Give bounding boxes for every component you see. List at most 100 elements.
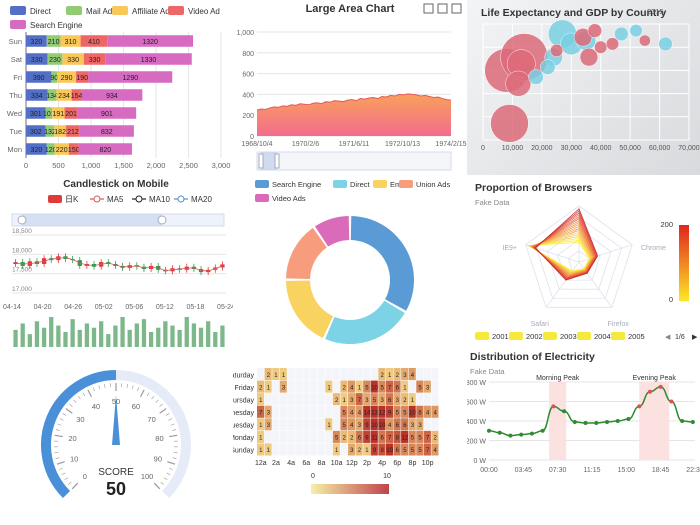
donut-slice[interactable] [286,280,334,338]
heatmap-cell[interactable] [287,368,295,381]
volume-bar[interactable] [220,325,225,347]
heatmap-cell[interactable] [340,430,348,443]
heatmap-cell[interactable] [423,418,431,431]
heatmap-cell[interactable] [279,443,287,456]
restore-icon[interactable] [451,3,462,14]
bar-segment[interactable] [80,35,108,47]
legend-prev-icon[interactable]: ◀ [665,334,671,341]
heatmap-cell[interactable] [294,430,302,443]
heatmap-cell[interactable] [264,405,272,418]
heatmap-cell[interactable] [408,405,416,418]
heatmap-cell[interactable] [393,393,401,406]
legend-swatch-3[interactable] [168,6,184,15]
bar-segment[interactable] [47,53,63,65]
bar-segment[interactable] [26,125,46,137]
heatmap-cell[interactable] [287,380,295,393]
heatmap-cell[interactable] [401,368,409,381]
data-zoom-handle[interactable] [157,215,167,225]
data-point[interactable] [615,419,620,423]
heatmap-cell[interactable] [355,380,363,393]
heatmap-cell[interactable] [423,380,431,393]
heatmap-cell[interactable] [257,443,265,456]
heatmap-cell[interactable] [272,405,280,418]
bar-segment[interactable] [71,89,82,101]
bar-segment[interactable] [45,125,55,137]
volume-bar[interactable] [84,323,90,347]
heatmap-cell[interactable] [416,393,424,406]
bar-segment[interactable] [47,89,57,101]
heatmap-cell[interactable] [310,418,318,431]
legend-swatch[interactable] [543,332,557,340]
heatmap-cell[interactable] [264,393,272,406]
heatmap-cell[interactable] [363,380,371,393]
heatmap-cell[interactable] [370,443,378,456]
legend-swatch[interactable] [373,180,387,188]
heatmap-cell[interactable] [302,430,310,443]
data-point[interactable] [626,417,631,422]
heatmap-cell[interactable] [302,418,310,431]
bar-segment[interactable] [77,107,137,119]
legend-swatch[interactable] [611,332,625,340]
heatmap-cell[interactable] [317,368,325,381]
bar-segment[interactable] [52,107,65,119]
heatmap-cell[interactable] [340,443,348,456]
heatmap-cell[interactable] [340,405,348,418]
data-zoom-track[interactable] [256,151,452,171]
area-line[interactable] [256,93,452,111]
volume-bar[interactable] [106,334,111,347]
volume-bar[interactable] [163,321,168,347]
bar-segment[interactable] [68,143,79,155]
heatmap-cell[interactable] [416,405,424,418]
heatmap-cell[interactable] [431,418,439,431]
legend-label[interactable]: 2001 [492,332,509,341]
heatmap-cell[interactable] [332,430,340,443]
heatmap-cell[interactable] [408,393,416,406]
volume-bar[interactable] [134,323,139,347]
heatmap-cell[interactable] [408,443,416,456]
bubble[interactable] [614,26,629,42]
donut-slice[interactable] [325,300,405,344]
heatmap-cell[interactable] [279,430,287,443]
heatmap-cell[interactable] [272,393,280,406]
bar-segment[interactable] [51,71,58,83]
heatmap-cell[interactable] [401,430,409,443]
volume-bar[interactable] [99,321,104,347]
heatmap-cell[interactable] [332,418,340,431]
heatmap-cell[interactable] [423,430,431,443]
heatmap-cell[interactable] [332,380,340,393]
data-point[interactable] [529,431,534,436]
volume-bar[interactable] [113,325,118,347]
bar-segment[interactable] [26,143,47,155]
heatmap-cell[interactable] [423,405,431,418]
volume-bar[interactable] [77,329,82,347]
data-point[interactable] [594,420,599,425]
heatmap-cell[interactable] [385,405,393,418]
data-zoom-handle[interactable] [17,215,27,225]
legend-swatch[interactable] [177,195,185,203]
legend-swatch[interactable] [475,332,489,340]
heatmap-cell[interactable] [370,393,378,406]
zoom-icon[interactable] [423,3,434,14]
bar-segment[interactable] [26,107,46,119]
heatmap-cell[interactable] [264,430,272,443]
legend-label[interactable]: Direct [350,180,371,189]
volume-bar[interactable] [56,325,61,347]
data-point[interactable] [562,409,567,414]
heatmap-cell[interactable] [348,418,356,431]
heatmap-cell[interactable] [348,405,356,418]
heatmap-cell[interactable] [355,405,363,418]
volume-bar[interactable] [191,323,197,347]
heatmap-cell[interactable] [279,393,287,406]
heatmap-cell[interactable] [294,393,302,406]
heatmap-cell[interactable] [317,405,325,418]
heatmap-cell[interactable] [348,430,356,443]
heatmap-cell[interactable] [355,430,363,443]
heatmap-cell[interactable] [287,405,295,418]
heatmap-cell[interactable] [431,368,439,381]
mark-area[interactable] [639,382,670,460]
volume-bar[interactable] [148,332,154,347]
candle[interactable] [220,264,225,268]
legend-label[interactable]: Affiliate Ad [132,7,170,16]
zoom-reset-icon[interactable] [437,3,448,14]
heatmap-cell[interactable] [416,368,424,381]
